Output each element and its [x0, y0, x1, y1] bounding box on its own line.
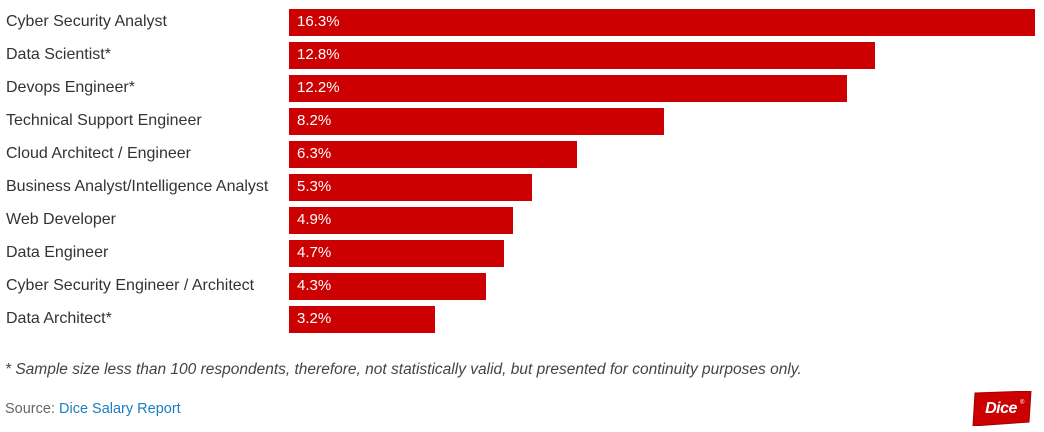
- category-label: Cyber Security Engineer / Architect: [6, 277, 255, 294]
- category-label: Data Architect*: [6, 310, 112, 327]
- bar-chart: Cyber Security Analyst 16.3% Data Scientis…: [6, 9, 1035, 333]
- category-label: Technical Support Engineer: [6, 112, 202, 129]
- source-prefix: Source:: [5, 401, 59, 417]
- bar-value-label: 3.2%: [297, 310, 332, 327]
- category-label: Business Analyst/Intelligence Analyst: [6, 178, 269, 195]
- bar-value-label: 16.3%: [297, 13, 340, 30]
- category-label: Devops Engineer*: [6, 79, 135, 96]
- bar-value-label: 4.9%: [297, 211, 332, 228]
- bar-value-label: 8.2%: [297, 112, 332, 129]
- category-label: Web Developer: [6, 211, 116, 228]
- bar: [289, 240, 504, 267]
- bar: [289, 207, 513, 234]
- registered-mark: ®: [1020, 400, 1025, 406]
- bar: [289, 141, 577, 168]
- dice-logo-text: Dice: [985, 400, 1017, 417]
- bar-value-label: 4.3%: [297, 277, 332, 294]
- source-line: Source: Dice Salary Report: [5, 401, 181, 417]
- bar: [289, 75, 847, 102]
- bar: [289, 273, 486, 300]
- source-link[interactable]: Dice Salary Report: [59, 401, 181, 417]
- category-label: Cloud Architect / Engineer: [6, 145, 191, 162]
- dice-logo-shape: [972, 390, 1032, 427]
- bar-value-label: 6.3%: [297, 145, 332, 162]
- bar: [289, 108, 664, 135]
- category-label: Data Engineer: [6, 244, 109, 261]
- category-label: Data Scientist*: [6, 46, 111, 63]
- bar: [289, 9, 1035, 36]
- bar-value-label: 5.3%: [297, 178, 332, 195]
- bar-value-label: 4.7%: [297, 244, 332, 261]
- bar-value-label: 12.2%: [297, 79, 340, 96]
- bar: [289, 42, 875, 69]
- bar: [289, 174, 532, 201]
- bar: [289, 306, 435, 333]
- bar-value-label: 12.8%: [297, 46, 340, 63]
- category-label: Cyber Security Analyst: [6, 13, 167, 30]
- footnote: * Sample size less than 100 respondents,…: [5, 361, 802, 378]
- dice-logo[interactable]: Dice ®: [971, 390, 1035, 427]
